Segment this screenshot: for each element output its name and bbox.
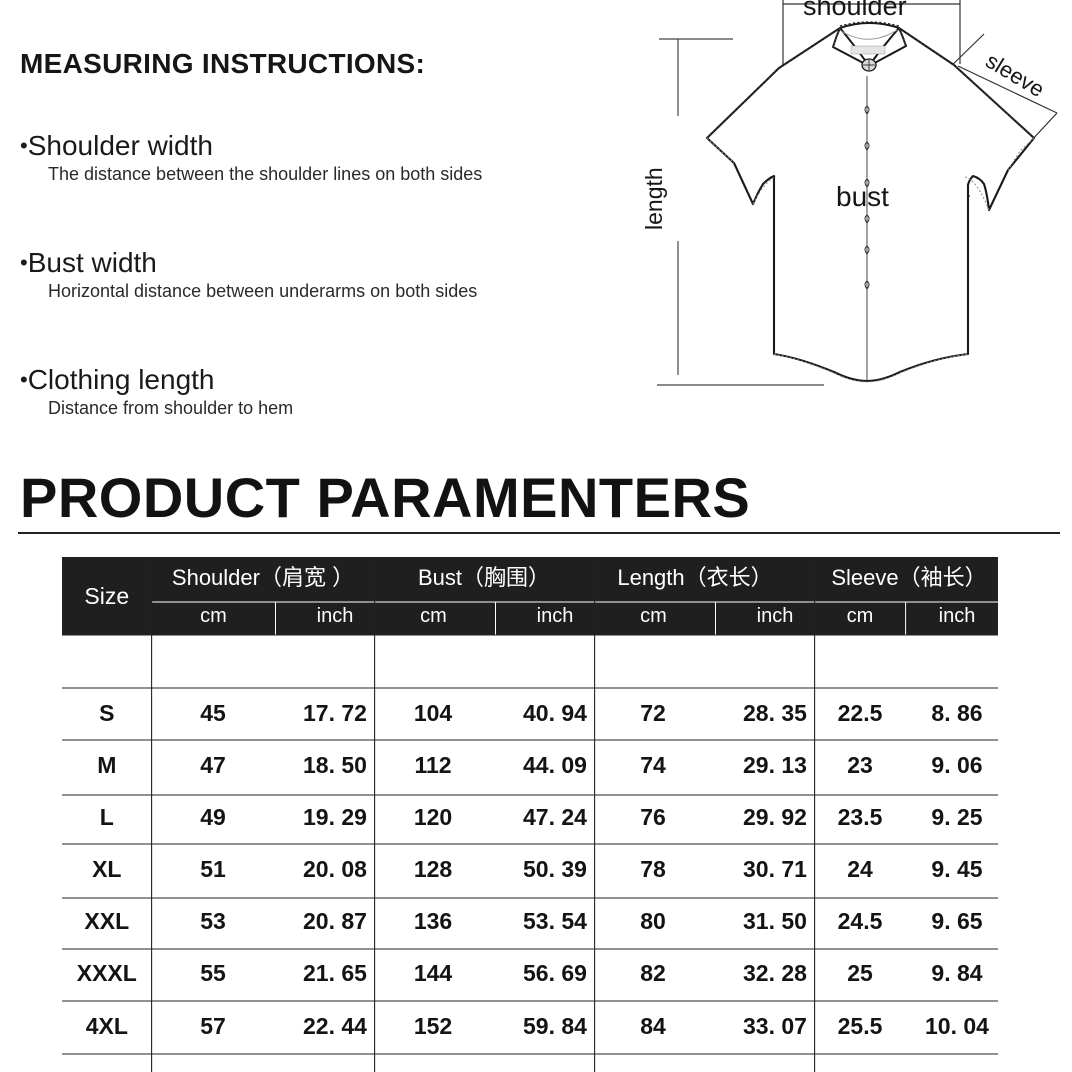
- svg-text:59. 84: 59. 84: [523, 1013, 587, 1039]
- svg-text:25: 25: [847, 960, 873, 986]
- svg-text:29. 13: 29. 13: [743, 752, 807, 778]
- svg-text:Bust（胸围）: Bust（胸围）: [418, 565, 550, 590]
- svg-text:53. 54: 53. 54: [523, 908, 587, 934]
- svg-text:25.5: 25.5: [838, 1013, 883, 1039]
- svg-text:32. 28: 32. 28: [743, 960, 807, 986]
- svg-text:152: 152: [414, 1013, 452, 1039]
- svg-text:4XL: 4XL: [86, 1013, 128, 1039]
- svg-text:inch: inch: [757, 605, 794, 627]
- svg-text:45: 45: [200, 700, 226, 726]
- svg-text:22. 44: 22. 44: [303, 1013, 367, 1039]
- svg-text:9. 65: 9. 65: [931, 908, 982, 934]
- svg-text:53: 53: [200, 908, 226, 934]
- svg-text:XXL: XXL: [84, 908, 129, 934]
- svg-text:76: 76: [640, 804, 666, 830]
- svg-text:55: 55: [200, 960, 226, 986]
- svg-text:57: 57: [200, 1013, 226, 1039]
- svg-text:49: 49: [200, 804, 226, 830]
- svg-text:cm: cm: [200, 605, 227, 627]
- svg-text:Sleeve（袖长）: Sleeve（袖长）: [831, 565, 986, 590]
- svg-text:120: 120: [414, 804, 452, 830]
- svg-text:10. 04: 10. 04: [925, 1013, 989, 1039]
- svg-text:24: 24: [847, 856, 873, 882]
- svg-text:44. 09: 44. 09: [523, 752, 587, 778]
- svg-text:9. 06: 9. 06: [931, 752, 982, 778]
- svg-text:31. 50: 31. 50: [743, 908, 807, 934]
- svg-text:bust: bust: [836, 181, 889, 212]
- svg-text:23: 23: [847, 752, 873, 778]
- svg-text:inch: inch: [537, 605, 574, 627]
- svg-text:9. 45: 9. 45: [931, 856, 982, 882]
- svg-text:21. 65: 21. 65: [303, 960, 367, 986]
- svg-text:cm: cm: [640, 605, 667, 627]
- svg-text:17. 72: 17. 72: [303, 700, 367, 726]
- svg-text:104: 104: [414, 700, 453, 726]
- svg-text:47: 47: [200, 752, 226, 778]
- svg-text:S: S: [99, 700, 114, 726]
- svg-text:8. 86: 8. 86: [931, 700, 982, 726]
- svg-text:80: 80: [640, 908, 666, 934]
- svg-text:sleeve: sleeve: [981, 48, 1048, 102]
- svg-text:Shoulder（肩宽 ）: Shoulder（肩宽 ）: [172, 565, 354, 590]
- svg-text:136: 136: [414, 908, 452, 934]
- svg-text:51: 51: [200, 856, 226, 882]
- svg-text:20. 87: 20. 87: [303, 908, 367, 934]
- svg-text:144: 144: [414, 960, 453, 986]
- svg-text:84: 84: [640, 1013, 666, 1039]
- svg-text:cm: cm: [420, 605, 447, 627]
- svg-text:18. 50: 18. 50: [303, 752, 367, 778]
- svg-text:28. 35: 28. 35: [743, 700, 807, 726]
- svg-text:XL: XL: [92, 856, 121, 882]
- svg-text:23.5: 23.5: [838, 804, 883, 830]
- svg-text:56. 69: 56. 69: [523, 960, 587, 986]
- svg-text:128: 128: [414, 856, 453, 882]
- svg-text:112: 112: [414, 752, 451, 778]
- svg-text:72: 72: [640, 700, 666, 726]
- svg-text:50. 39: 50. 39: [523, 856, 587, 882]
- svg-text:20. 08: 20. 08: [303, 856, 367, 882]
- svg-text:19. 29: 19. 29: [303, 804, 367, 830]
- svg-text:24.5: 24.5: [838, 908, 883, 934]
- svg-text:40. 94: 40. 94: [523, 700, 587, 726]
- svg-text:length: length: [641, 167, 667, 230]
- svg-text:cm: cm: [847, 605, 874, 627]
- svg-text:9. 25: 9. 25: [931, 804, 982, 830]
- svg-text:47. 24: 47. 24: [523, 804, 587, 830]
- svg-text:shoulder: shoulder: [803, 0, 907, 21]
- svg-text:M: M: [97, 752, 116, 778]
- svg-text:inch: inch: [939, 605, 976, 627]
- svg-text:Length（衣长）: Length（衣长）: [617, 565, 772, 590]
- svg-text:Size: Size: [84, 583, 129, 609]
- svg-text:inch: inch: [317, 605, 354, 627]
- svg-text:33. 07: 33. 07: [743, 1013, 807, 1039]
- svg-text:XXXL: XXXL: [77, 960, 137, 986]
- svg-text:78: 78: [640, 856, 666, 882]
- svg-text:L: L: [100, 804, 114, 830]
- svg-text:82: 82: [640, 960, 666, 986]
- svg-text:30. 71: 30. 71: [743, 856, 807, 882]
- svg-text:9. 84: 9. 84: [931, 960, 982, 986]
- svg-text:22.5: 22.5: [838, 700, 883, 726]
- svg-text:74: 74: [640, 752, 666, 778]
- svg-text:29. 92: 29. 92: [743, 804, 807, 830]
